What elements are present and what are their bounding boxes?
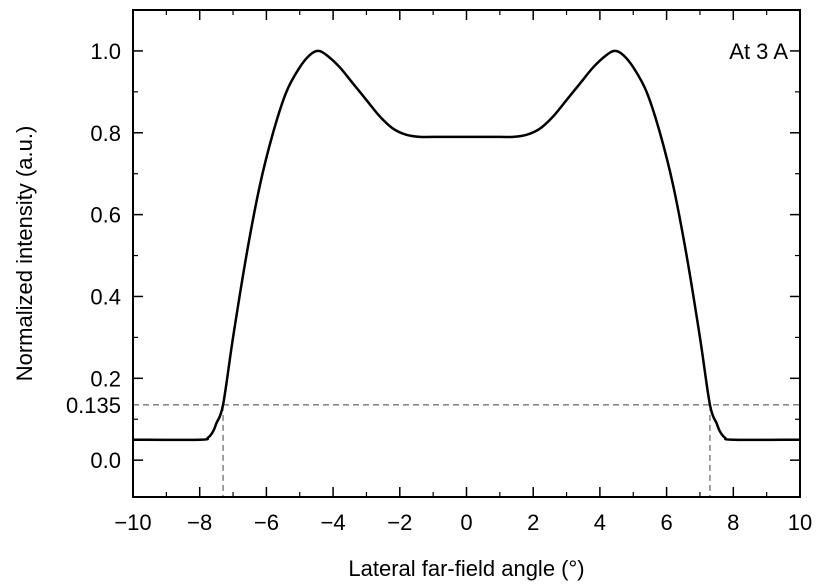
x-tick-label: 10 [788, 510, 812, 535]
annotation-label: At 3 A [729, 39, 788, 64]
x-tick-label: 2 [527, 510, 539, 535]
x-tick-label: −8 [187, 510, 212, 535]
x-tick-label: −2 [387, 510, 412, 535]
y-tick-label: 0.4 [90, 284, 121, 309]
y-tick-label: 0.2 [90, 366, 121, 391]
x-tick-label: −4 [321, 510, 346, 535]
x-tick-label: 0 [460, 510, 472, 535]
y-axis-title: Normalized intensity (a.u.) [12, 126, 37, 382]
y-tick-label: 0.6 [90, 203, 121, 228]
y-tick-label: 0.0 [90, 448, 121, 473]
x-tick-label: −10 [114, 510, 151, 535]
x-tick-label: 8 [727, 510, 739, 535]
y-tick-label: 0.135 [66, 393, 121, 418]
x-tick-label: 4 [594, 510, 606, 535]
x-tick-label: 6 [660, 510, 672, 535]
x-axis-title: Lateral far-field angle (°) [348, 556, 584, 581]
y-tick-label: 1.0 [90, 39, 121, 64]
x-tick-label: −6 [254, 510, 279, 535]
y-tick-label: 0.8 [90, 121, 121, 146]
